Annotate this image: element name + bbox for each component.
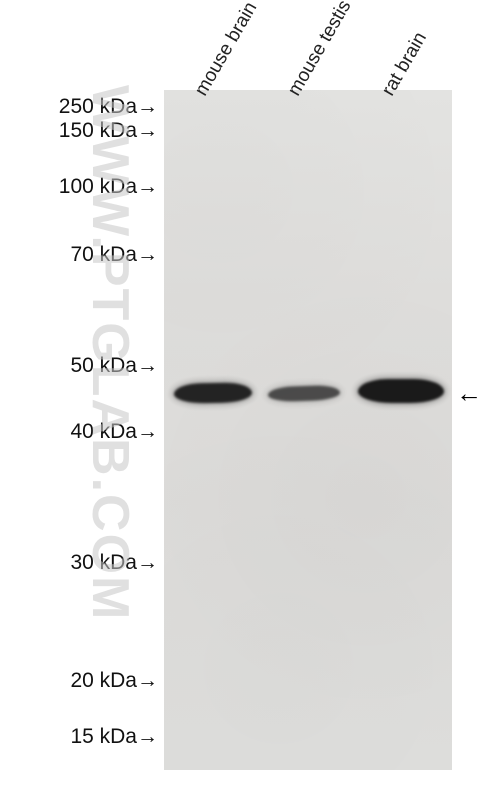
marker-label: 250 kDa→ <box>59 95 158 119</box>
lane-label: mouse brain <box>191 0 262 100</box>
arrow-right-icon: → <box>137 354 158 378</box>
marker-label: 30 kDa→ <box>70 551 158 575</box>
band-lane-3 <box>358 379 444 403</box>
blot-membrane <box>164 90 452 770</box>
marker-text: 250 kDa <box>59 95 137 118</box>
arrow-right-icon: → <box>137 119 158 143</box>
arrow-right-icon: → <box>137 175 158 199</box>
target-band-arrow-icon: ← <box>456 378 482 409</box>
marker-label: 20 kDa→ <box>70 669 158 693</box>
arrow-right-icon: → <box>137 420 158 444</box>
marker-label: 100 kDa→ <box>59 175 158 199</box>
marker-text: 100 kDa <box>59 175 137 198</box>
marker-text: 50 kDa <box>70 354 137 377</box>
arrow-right-icon: → <box>137 551 158 575</box>
marker-label: 70 kDa→ <box>70 243 158 267</box>
marker-label: 15 kDa→ <box>70 725 158 749</box>
marker-text: 20 kDa <box>70 669 137 692</box>
marker-label: 40 kDa→ <box>70 420 158 444</box>
marker-label: 150 kDa→ <box>59 119 158 143</box>
band-lane-1 <box>174 382 252 403</box>
arrow-right-icon: → <box>137 669 158 693</box>
marker-text: 40 kDa <box>70 420 137 443</box>
lane-label: mouse testis <box>284 0 356 100</box>
arrow-right-icon: → <box>137 725 158 749</box>
marker-text: 15 kDa <box>70 725 137 748</box>
blot-background-noise <box>164 90 452 770</box>
arrow-right-icon: → <box>137 243 158 267</box>
marker-text: 30 kDa <box>70 551 137 574</box>
marker-label: 50 kDa→ <box>70 354 158 378</box>
arrow-right-icon: → <box>137 95 158 119</box>
marker-text: 70 kDa <box>70 243 137 266</box>
marker-text: 150 kDa <box>59 119 137 142</box>
arrow-left-icon: ← <box>456 378 482 408</box>
figure-container: WWW.PTGLAB.COM mouse brain mouse testis … <box>0 0 500 799</box>
